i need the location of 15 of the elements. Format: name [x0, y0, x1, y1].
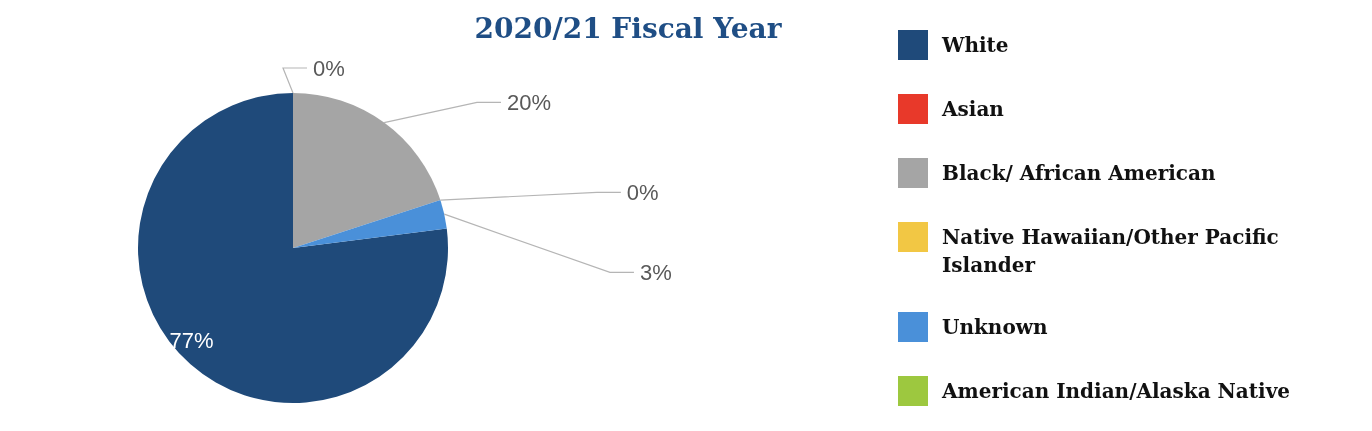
text: 0%: [313, 56, 345, 81]
legend-label: American Indian/Alaska Native: [941, 379, 1290, 403]
text: 0%: [626, 180, 659, 206]
legend-label: Native Hawaiian/Other Pacific Islander: [942, 225, 1279, 277]
chart-title: 2020/21 Fiscal Year: [474, 12, 783, 45]
pie-slice: [293, 93, 441, 248]
pie-slice: [138, 93, 448, 403]
legend-label: Asian: [941, 97, 1005, 121]
legend-label: White: [941, 33, 1009, 57]
data-label: 77%: [169, 327, 214, 353]
data-label: 3%: [639, 260, 672, 286]
legend-label: Black/ African American: [942, 161, 1216, 185]
pie-slice: [293, 200, 447, 248]
data-label: 20%: [506, 90, 552, 116]
legend-label: Unknown: [942, 315, 1048, 339]
